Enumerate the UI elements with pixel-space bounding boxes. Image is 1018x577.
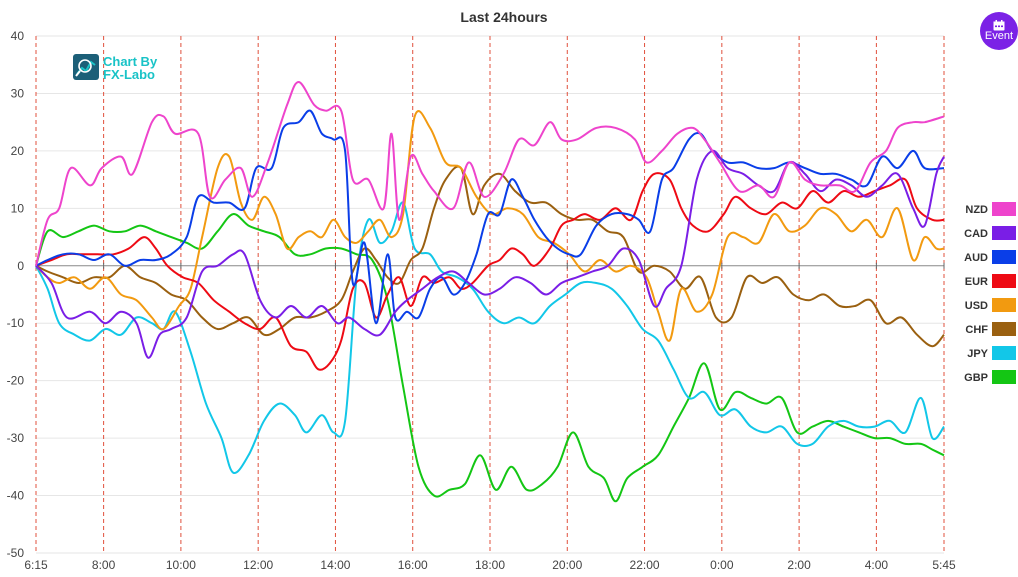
watermark-line2: FX-Labo: [103, 67, 155, 82]
x-tick-label: 16:00: [398, 558, 428, 572]
legend-swatch-eur[interactable]: [992, 274, 1016, 288]
legend-label-jpy: JPY: [967, 348, 988, 360]
y-tick-label: 40: [11, 29, 25, 43]
y-tick-label: -40: [7, 489, 25, 503]
legend-label-cad: CAD: [964, 228, 988, 240]
chart-title: Last 24hours: [460, 9, 547, 25]
legend-swatch-cad[interactable]: [992, 226, 1016, 240]
watermark-line1: Chart By: [103, 54, 158, 69]
legend-swatch-gbp[interactable]: [992, 370, 1016, 384]
series-lines: [35, 81, 945, 503]
legend-label-usd: USD: [965, 300, 988, 312]
y-tick-label: -30: [7, 431, 25, 445]
x-tick-label: 10:00: [166, 558, 196, 572]
calendar-icon: [993, 18, 1005, 31]
series-line-cad: [35, 149, 945, 359]
y-tick-label: 0: [17, 259, 24, 273]
x-tick-label: 14:00: [320, 558, 350, 572]
legend-swatch-usd[interactable]: [992, 298, 1016, 312]
y-tick-label: -50: [7, 546, 25, 560]
x-tick-label: 6:15: [24, 558, 48, 572]
legend-swatch-nzd[interactable]: [992, 202, 1016, 216]
watermark: Chart By FX-Labo: [73, 54, 158, 82]
legend-label-eur: EUR: [965, 276, 988, 288]
series-line-gbp: [35, 213, 945, 503]
x-tick-label: 12:00: [243, 558, 273, 572]
legend: NZD CAD AUD EUR USD CHF JPY GBP: [964, 202, 1016, 384]
legend-label-nzd: NZD: [965, 204, 988, 216]
y-axis: 40 30 20 10 0 -10 -20 -30 -40 -50: [7, 29, 25, 560]
legend-swatch-chf[interactable]: [992, 322, 1016, 336]
x-tick-label: 18:00: [475, 558, 505, 572]
y-tick-label: 20: [11, 144, 25, 158]
legend-swatch-aud[interactable]: [992, 250, 1016, 264]
series-line-usd: [35, 110, 945, 342]
y-tick-label: -10: [7, 316, 25, 330]
x-tick-label: 8:00: [92, 558, 116, 572]
event-button[interactable]: Event: [980, 12, 1018, 50]
x-tick-label: 4:00: [865, 558, 889, 572]
x-tick-label: 0:00: [710, 558, 734, 572]
x-tick-label: 5:45: [932, 558, 956, 572]
x-tick-label: 2:00: [787, 558, 811, 572]
legend-label-aud: AUD: [964, 252, 988, 264]
chart-magnifier-icon: [73, 54, 99, 80]
legend-label-gbp: GBP: [964, 372, 988, 384]
series-line-aud: [35, 109, 945, 325]
legend-label-chf: CHF: [965, 324, 988, 336]
legend-swatch-jpy[interactable]: [992, 346, 1016, 360]
y-tick-label: 30: [11, 86, 25, 100]
y-tick-label: 10: [11, 201, 25, 215]
series-line-nzd: [35, 81, 945, 267]
event-button-label: Event: [984, 30, 1014, 42]
x-tick-label: 22:00: [630, 558, 660, 572]
y-tick-label: -20: [7, 374, 25, 388]
series-line-jpy: [35, 201, 945, 474]
x-axis: 6:15 8:00 10:00 12:00 14:00 16:00 18:00 20:00 22…: [24, 262, 956, 572]
x-tick-label: 20:00: [552, 558, 582, 572]
